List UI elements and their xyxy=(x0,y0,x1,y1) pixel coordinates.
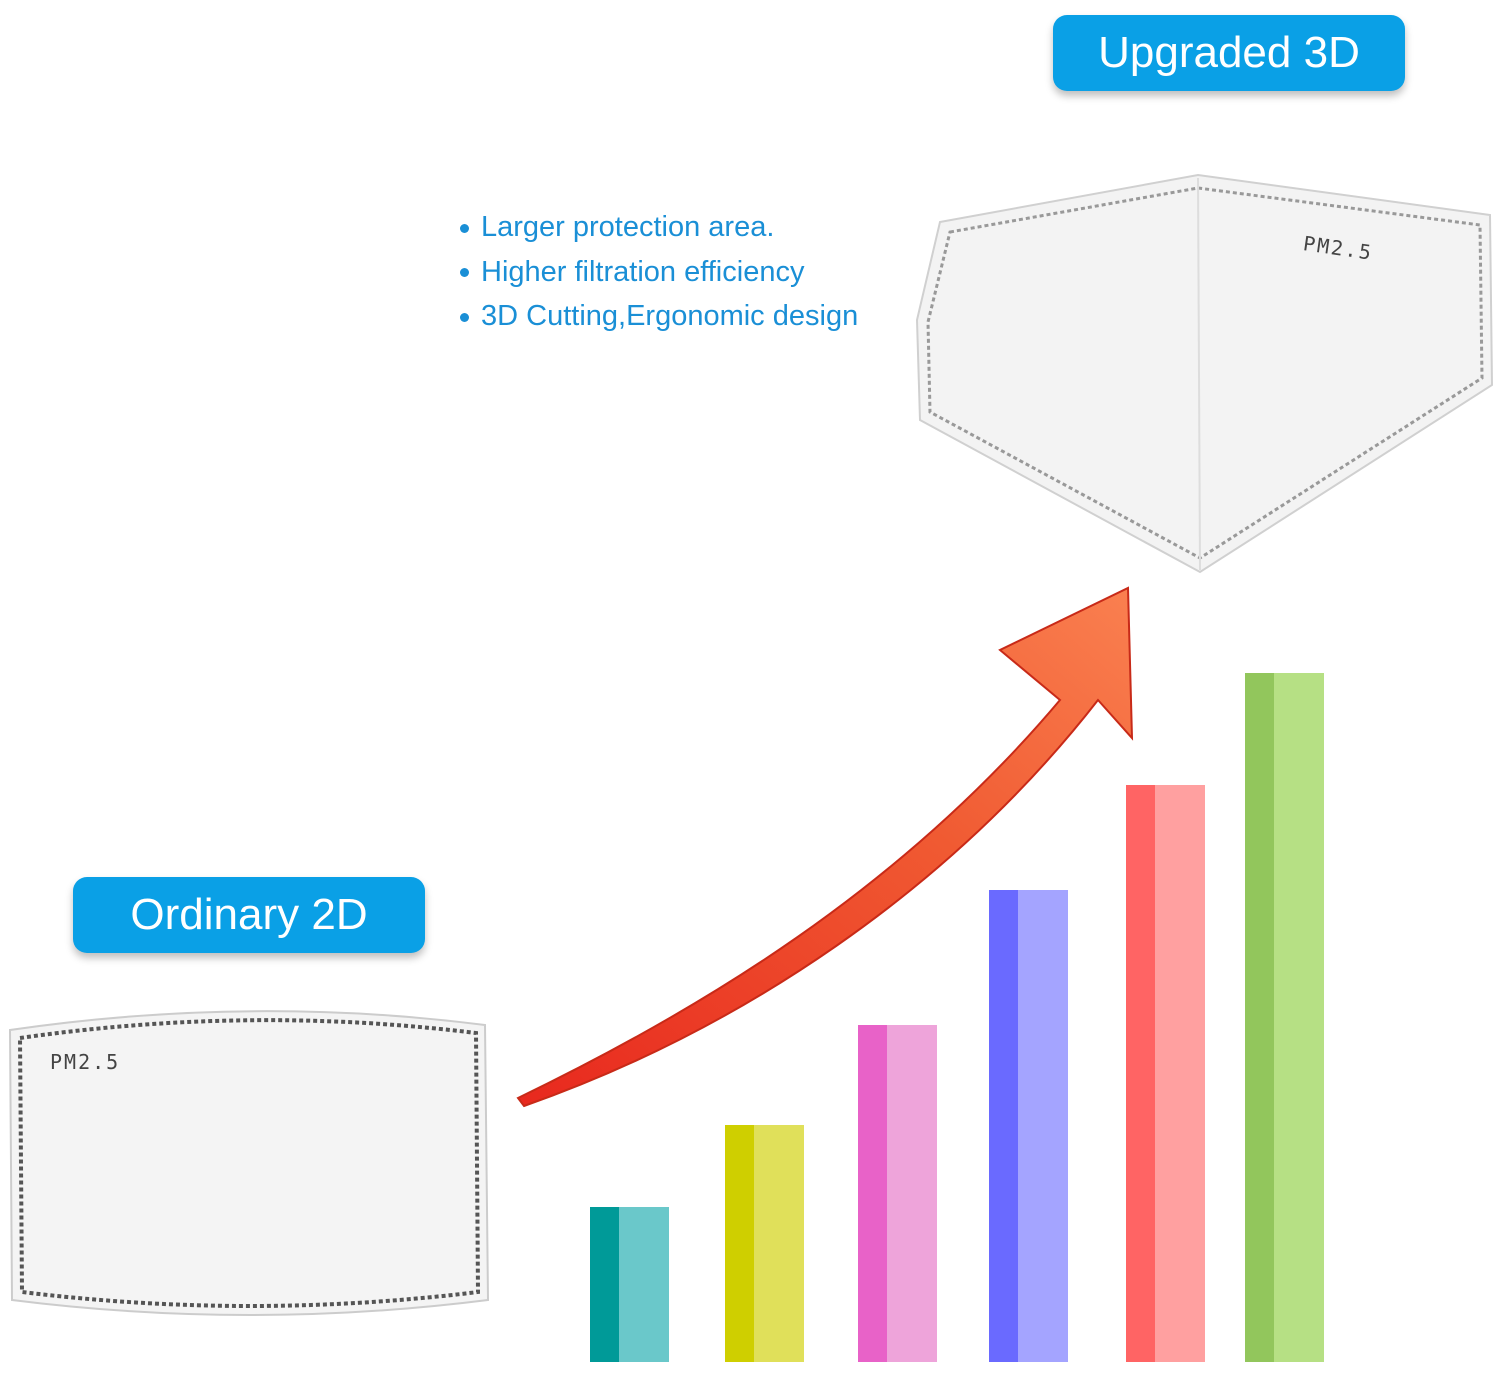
feature-item: Larger protection area. xyxy=(460,205,858,250)
feature-list: Larger protection area. Higher filtratio… xyxy=(460,205,858,339)
bullet-icon xyxy=(460,312,469,322)
ordinary-2d-badge: Ordinary 2D xyxy=(73,877,425,953)
2d-mask-label: PM2.5 xyxy=(50,1050,121,1074)
upgraded-3d-badge: Upgraded 3D xyxy=(1053,15,1405,91)
bullet-icon xyxy=(460,223,469,233)
3d-mask-image xyxy=(915,173,1494,574)
bullet-icon xyxy=(460,268,469,278)
bar-5 xyxy=(1126,785,1205,1362)
bar-6 xyxy=(1245,673,1324,1362)
bar-3 xyxy=(858,1025,937,1362)
bar-4 xyxy=(989,890,1068,1362)
feature-item: 3D Cutting,Ergonomic design xyxy=(460,294,858,339)
growth-arrow-icon xyxy=(516,586,1134,1108)
bar-1 xyxy=(590,1207,669,1362)
2d-mask-image xyxy=(8,1010,490,1316)
feature-item: Higher filtration efficiency xyxy=(460,250,858,295)
bar-2 xyxy=(725,1125,804,1362)
